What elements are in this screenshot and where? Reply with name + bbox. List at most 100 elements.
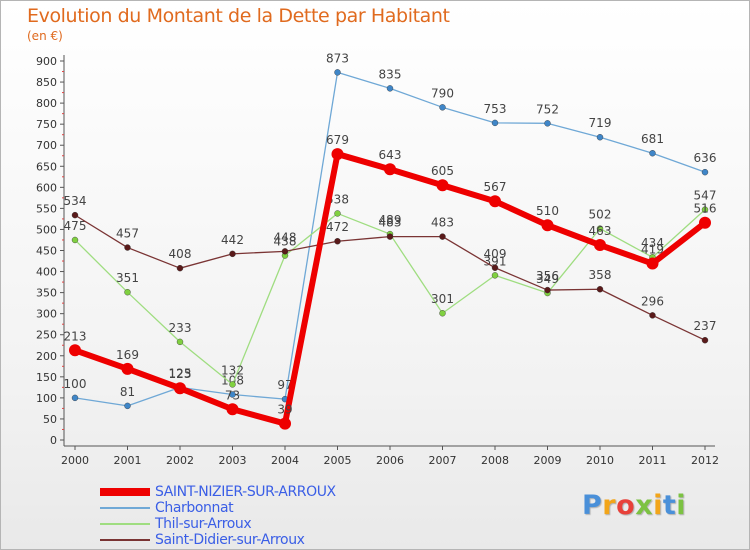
logo-letter: x — [635, 490, 654, 521]
data-label: 873 — [326, 51, 349, 65]
y-tick-label: 600 — [36, 181, 57, 194]
logo-letter: i — [676, 490, 687, 521]
data-label: 457 — [116, 227, 139, 241]
data-label: 81 — [120, 385, 135, 399]
data-point — [71, 236, 79, 244]
data-point — [646, 257, 659, 270]
data-point — [69, 344, 81, 357]
data-label: 752 — [536, 102, 559, 116]
logo-letter: P — [582, 490, 603, 521]
data-point — [386, 233, 394, 240]
data-label: 483 — [431, 216, 454, 230]
data-label: 125 — [169, 366, 192, 380]
legend-label: Charbonnat — [155, 500, 234, 516]
logo-letter: r — [602, 490, 617, 521]
legend-swatch — [100, 539, 150, 541]
y-tick-label: 350 — [36, 287, 57, 300]
x-tick-label: 2011 — [639, 454, 667, 467]
data-label: 753 — [484, 102, 507, 116]
data-label: 132 — [221, 363, 244, 377]
data-point — [176, 264, 184, 272]
y-tick-label: 550 — [36, 202, 57, 215]
x-tick-label: 2007 — [429, 454, 457, 467]
data-label: 502 — [589, 208, 612, 222]
data-label: 100 — [64, 377, 87, 391]
data-label: 790 — [431, 86, 454, 100]
data-label: 351 — [116, 271, 139, 285]
data-label: 408 — [169, 247, 192, 261]
data-label: 463 — [589, 224, 612, 238]
data-point — [594, 239, 606, 252]
data-label: 301 — [431, 292, 454, 306]
data-point — [699, 216, 711, 229]
legend-label: SAINT-NIZIER-SUR-ARROUX — [155, 484, 336, 500]
data-label: 123 — [169, 367, 192, 381]
data-point — [544, 286, 551, 294]
data-label: 419 — [641, 243, 664, 257]
x-tick-label: 2001 — [114, 454, 142, 467]
data-label: 483 — [379, 216, 402, 230]
y-tick-label: 650 — [36, 160, 57, 173]
data-point — [229, 391, 236, 398]
data-point — [384, 163, 396, 176]
legend-swatch — [100, 507, 150, 509]
proxiti-logo: Proxiti — [582, 490, 686, 521]
x-tick-label: 2000 — [61, 454, 89, 467]
data-point — [279, 417, 291, 430]
legend-label: Saint-Didier-sur-Arroux — [155, 532, 305, 548]
legend-swatch — [100, 488, 150, 496]
data-point — [596, 225, 604, 232]
data-label: 356 — [536, 269, 559, 283]
chart-title: Evolution du Montant de la Dette par Hab… — [27, 5, 450, 27]
data-label: 472 — [326, 220, 349, 234]
data-label: 296 — [641, 294, 664, 308]
data-point — [596, 286, 604, 293]
y-tick-label: 50 — [43, 413, 57, 426]
data-label: 567 — [484, 180, 507, 194]
logo-letter: o — [616, 490, 636, 521]
data-point — [334, 210, 341, 217]
data-point — [491, 119, 499, 127]
data-point — [331, 148, 344, 161]
data-point — [226, 403, 239, 416]
y-tick-label: 0 — [50, 434, 57, 447]
data-point — [439, 104, 446, 111]
y-tick-label: 700 — [36, 139, 57, 152]
data-label: 233 — [169, 321, 192, 335]
data-label: 534 — [64, 194, 87, 208]
chart-unit: (en €) — [27, 29, 63, 43]
data-point — [541, 219, 554, 232]
y-tick-label: 100 — [36, 392, 57, 405]
legend-swatch — [100, 523, 150, 525]
data-point — [701, 336, 709, 344]
data-point — [71, 394, 79, 402]
y-tick-label: 750 — [36, 118, 57, 131]
data-label: 475 — [64, 219, 87, 233]
data-label: 108 — [221, 374, 244, 388]
data-point — [176, 338, 184, 346]
logo-letter: t — [662, 490, 677, 521]
data-point — [229, 381, 236, 388]
y-tick-label: 450 — [36, 245, 57, 258]
data-point — [491, 264, 499, 271]
data-point — [71, 211, 79, 219]
data-point — [334, 238, 341, 245]
data-label: 679 — [326, 133, 349, 147]
data-point — [334, 69, 341, 76]
data-label: 719 — [589, 116, 612, 130]
y-tick-label: 200 — [36, 350, 57, 363]
y-tick-label: 150 — [36, 371, 57, 384]
data-label: 636 — [694, 151, 717, 165]
data-label: 442 — [221, 233, 244, 247]
data-label: 39 — [277, 403, 292, 417]
data-label: 358 — [589, 268, 612, 282]
y-tick-label: 500 — [36, 223, 57, 236]
data-label: 438 — [274, 235, 297, 249]
y-tick-label: 400 — [36, 266, 57, 279]
data-point — [229, 250, 236, 258]
y-tick-label: 250 — [36, 329, 57, 342]
data-point — [124, 244, 131, 251]
x-tick-label: 2009 — [534, 454, 562, 467]
